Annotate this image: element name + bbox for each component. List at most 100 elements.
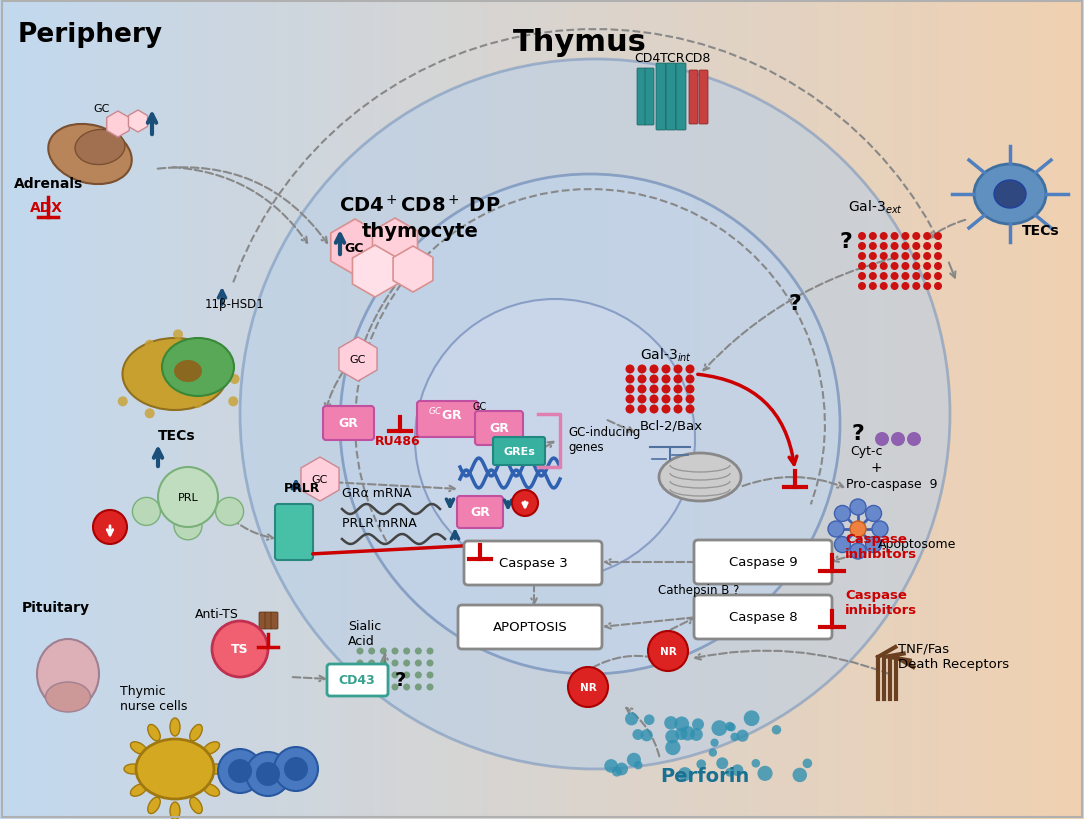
- Circle shape: [710, 739, 719, 747]
- Circle shape: [913, 273, 920, 281]
- Text: Periphery: Periphery: [18, 22, 163, 48]
- Bar: [173, 0, 180, 819]
- Bar: [417, 0, 424, 819]
- Bar: [493, 0, 500, 819]
- Circle shape: [625, 385, 634, 394]
- Circle shape: [616, 762, 628, 776]
- Circle shape: [736, 730, 749, 742]
- Bar: [108, 0, 115, 819]
- Circle shape: [934, 273, 942, 281]
- Text: ?: ?: [852, 423, 864, 443]
- Circle shape: [415, 648, 422, 654]
- Text: GR: GR: [489, 422, 508, 435]
- Bar: [22, 0, 28, 819]
- Polygon shape: [393, 247, 433, 292]
- Circle shape: [403, 672, 410, 679]
- Ellipse shape: [37, 639, 99, 709]
- Bar: [883, 0, 890, 819]
- Text: Sialic
Acid: Sialic Acid: [348, 619, 382, 647]
- Text: CD4$^+$CD8$^+$ DP
thymocyte: CD4$^+$CD8$^+$ DP thymocyte: [339, 195, 501, 241]
- Bar: [705, 0, 711, 819]
- Circle shape: [415, 300, 695, 579]
- Bar: [835, 0, 841, 819]
- Circle shape: [685, 375, 695, 384]
- Circle shape: [880, 283, 888, 291]
- Circle shape: [744, 711, 760, 726]
- Bar: [488, 0, 494, 819]
- Bar: [369, 0, 375, 819]
- Bar: [434, 0, 440, 819]
- Bar: [970, 0, 977, 819]
- Circle shape: [725, 768, 734, 776]
- Text: Perforin: Perforin: [660, 766, 750, 785]
- Bar: [244, 0, 250, 819]
- Circle shape: [880, 242, 888, 251]
- Bar: [770, 0, 776, 819]
- Bar: [851, 0, 857, 819]
- Circle shape: [828, 522, 844, 537]
- Circle shape: [369, 648, 375, 654]
- Circle shape: [859, 273, 866, 281]
- Circle shape: [357, 659, 363, 667]
- Circle shape: [902, 233, 909, 241]
- Circle shape: [403, 659, 410, 667]
- Bar: [70, 0, 77, 819]
- Circle shape: [625, 375, 634, 384]
- Bar: [623, 0, 630, 819]
- Bar: [16, 0, 23, 819]
- Bar: [992, 0, 998, 819]
- Bar: [656, 0, 662, 819]
- Bar: [569, 0, 576, 819]
- Circle shape: [229, 397, 238, 407]
- Bar: [92, 0, 99, 819]
- Bar: [780, 0, 787, 819]
- Circle shape: [357, 684, 363, 690]
- Circle shape: [93, 510, 127, 545]
- Circle shape: [144, 409, 155, 419]
- Bar: [558, 0, 565, 819]
- Bar: [732, 0, 738, 819]
- Bar: [65, 0, 72, 819]
- Bar: [591, 0, 597, 819]
- Bar: [331, 0, 337, 819]
- Circle shape: [627, 753, 641, 767]
- Circle shape: [661, 385, 671, 394]
- Circle shape: [880, 253, 888, 260]
- Circle shape: [568, 667, 608, 707]
- Circle shape: [391, 648, 399, 654]
- Circle shape: [173, 330, 183, 340]
- Bar: [710, 0, 717, 819]
- Circle shape: [426, 648, 434, 654]
- Ellipse shape: [190, 725, 203, 741]
- Circle shape: [869, 263, 877, 270]
- Bar: [862, 0, 868, 819]
- FancyBboxPatch shape: [327, 664, 388, 696]
- Circle shape: [891, 283, 899, 291]
- Circle shape: [685, 395, 695, 404]
- Circle shape: [924, 283, 931, 291]
- Bar: [867, 0, 874, 819]
- Bar: [423, 0, 429, 819]
- Circle shape: [391, 659, 399, 667]
- Polygon shape: [331, 219, 379, 276]
- Circle shape: [685, 365, 695, 374]
- Bar: [564, 0, 570, 819]
- Bar: [385, 0, 391, 819]
- FancyBboxPatch shape: [475, 411, 522, 446]
- Bar: [542, 0, 549, 819]
- Bar: [276, 0, 283, 819]
- Bar: [390, 0, 397, 819]
- Circle shape: [675, 728, 687, 740]
- Bar: [938, 0, 944, 819]
- Circle shape: [246, 752, 291, 796]
- Bar: [201, 0, 207, 819]
- Bar: [797, 0, 803, 819]
- Bar: [786, 0, 792, 819]
- Circle shape: [902, 242, 909, 251]
- Ellipse shape: [130, 784, 146, 796]
- Circle shape: [685, 405, 695, 414]
- Circle shape: [641, 729, 653, 741]
- Text: GREs: GREs: [503, 446, 534, 456]
- Bar: [341, 0, 348, 819]
- Bar: [791, 0, 798, 819]
